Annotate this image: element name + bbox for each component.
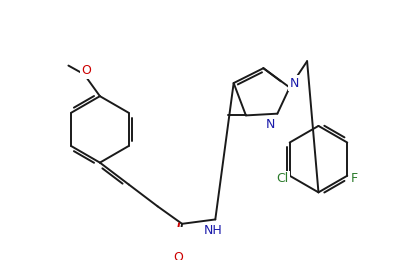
Text: O: O (81, 64, 91, 77)
Text: F: F (351, 172, 358, 185)
Text: O: O (173, 251, 183, 260)
Text: Cl: Cl (277, 172, 289, 185)
Text: NH: NH (204, 224, 223, 237)
Text: N: N (266, 118, 275, 131)
Text: N: N (289, 76, 299, 89)
